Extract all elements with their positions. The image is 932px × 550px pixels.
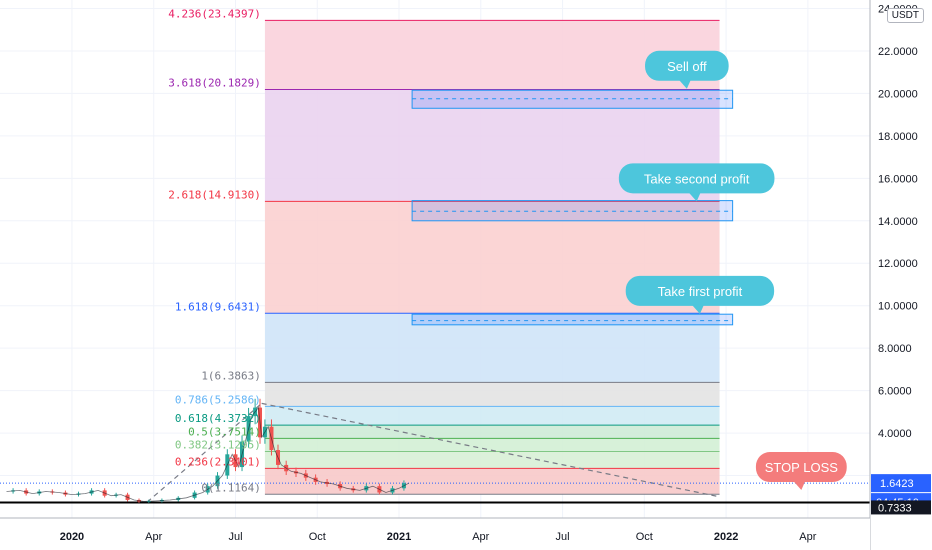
fib-zone-3.618 (264, 20, 720, 90)
price-unit-label[interactable]: USDT (886, 8, 924, 23)
time-label-7: Oct (636, 531, 653, 543)
annotation-text-3: STOP LOSS (765, 460, 839, 475)
price-tick-10: 4.0000 (878, 428, 912, 440)
fib-zone-0.236 (264, 451, 720, 469)
time-label-4: 2021 (387, 531, 411, 543)
fib-label-1: 1(6.3863) (201, 369, 261, 382)
fib-zone-0.618 (264, 406, 720, 426)
annotation-bubble-2 (625, 275, 775, 306)
annotation-1[interactable]: Take second profit (618, 163, 775, 202)
annotations[interactable]: Sell off Take second profit Take first pro… (618, 50, 847, 491)
fib-label-0.786: 0.786(5.2586) (175, 393, 261, 406)
fib-lines (264, 19, 720, 495)
fib-label-0.382: 0.382(3.1295) (175, 439, 261, 452)
annotation-tail-2 (691, 304, 704, 314)
price-axis[interactable]: 24.000022.000020.000018.000016.000014.00… (869, 0, 932, 550)
time-label-5: Apr (472, 531, 489, 543)
price-series (6, 398, 409, 503)
time-label-0: 2020 (60, 531, 84, 543)
fib-label-4.236: 4.236(23.4397) (168, 7, 261, 20)
fib-labels: 0(1.1164) 0.236(2.3401) 0.382(3.1295)0.5(3… (168, 7, 261, 494)
target-zones (411, 89, 734, 326)
fib-zone-0.786 (264, 382, 720, 407)
trend-lines (146, 402, 720, 503)
time-axis-bg (0, 518, 870, 550)
target-zone-0 (411, 89, 734, 109)
annotation-text-1: Take second profit (644, 171, 750, 186)
annotation-3[interactable]: STOP LOSS (755, 452, 847, 491)
current-price-badge (871, 474, 931, 493)
price-tick-4: 16.0000 (878, 173, 918, 185)
fib-label-0.618: 0.618(4.3732) (175, 412, 261, 425)
fib-label-0: 0(1.1164) (201, 481, 261, 494)
fib-zone-0.5 (264, 425, 720, 439)
time-axis[interactable]: 2020 Apr Jul Oct 2021 Apr Jul Oct 2022 Apr (0, 517, 870, 550)
fib-label-1.618: 1.618(9.6431) (175, 300, 261, 313)
annotation-0[interactable]: Sell off (645, 50, 729, 89)
trend-line-0 (146, 402, 263, 503)
time-label-3: Oct (309, 531, 326, 543)
price-line (6, 406, 409, 502)
low-price-text: 0.7333 (878, 502, 912, 514)
price-tick-8: 8.0000 (878, 343, 912, 355)
fib-label-3.618: 3.618(20.1829) (168, 77, 261, 90)
time-label-9: Apr (799, 531, 816, 543)
annotation-bubble-1 (618, 163, 775, 194)
fib-label-2.618: 2.618(14.9130) (168, 188, 261, 201)
low-price-badge (871, 500, 931, 515)
horizontal-lines (0, 482, 870, 504)
fib-zone-0 (264, 468, 720, 495)
annotation-bubble-0 (645, 50, 729, 81)
annotation-tail-3 (793, 481, 806, 491)
annotation-tail-0 (678, 79, 691, 89)
price-axis-bg (870, 0, 932, 550)
price-tick-9: 6.0000 (878, 386, 912, 398)
target-zone-1 (411, 200, 734, 222)
time-label-6: Jul (556, 531, 570, 543)
target-zone-2 (411, 313, 734, 326)
time-label-8: 2022 (714, 531, 738, 543)
fib-zone-0.382 (264, 438, 720, 452)
price-tick-2: 20.0000 (878, 88, 918, 100)
trend-line-1 (261, 402, 720, 498)
annotation-tail-1 (688, 192, 701, 202)
price-tick-1: 22.0000 (878, 46, 918, 58)
annotation-2[interactable]: Take first profit (625, 275, 775, 314)
price-tick-5: 14.0000 (878, 216, 918, 228)
fib-label-0.5: 0.5(3.7514) (188, 425, 261, 438)
current-price-text: 1.6423 (880, 478, 914, 490)
annotation-bubble-3 (755, 452, 847, 483)
price-tick-7: 10.0000 (878, 301, 918, 313)
price-tick-3: 18.0000 (878, 131, 918, 143)
fib-label-0.236: 0.236(2.3401) (175, 455, 261, 468)
time-label-1: Apr (145, 531, 162, 543)
annotation-text-0: Sell off (667, 59, 707, 74)
time-label-2: Jul (228, 531, 242, 543)
price-tick-6: 12.0000 (878, 258, 918, 270)
annotation-text-2: Take first profit (658, 284, 743, 299)
